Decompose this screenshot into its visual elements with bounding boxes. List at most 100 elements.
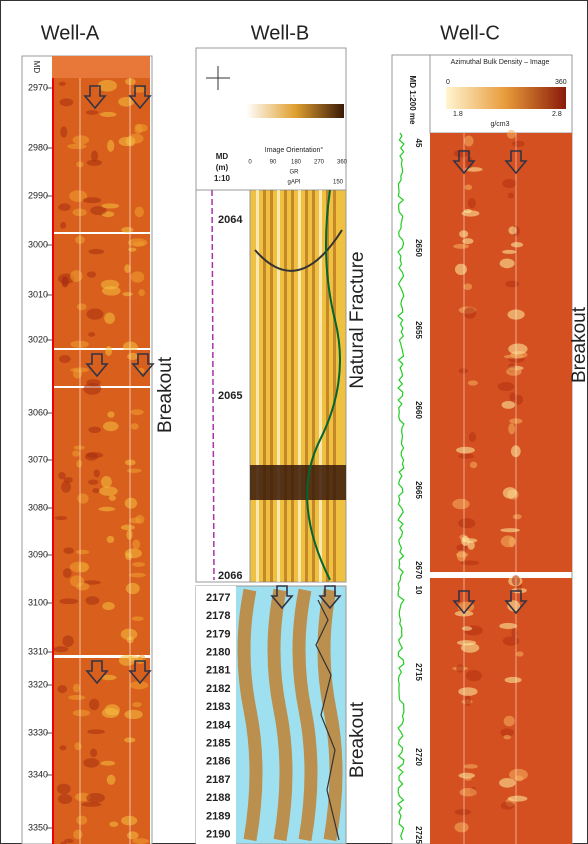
texture bbox=[507, 192, 515, 199]
texture bbox=[74, 792, 91, 802]
panel-title: Well-A bbox=[41, 22, 100, 44]
texture bbox=[86, 792, 105, 803]
texture bbox=[90, 748, 98, 758]
texture bbox=[508, 343, 528, 355]
texture bbox=[500, 528, 520, 533]
annotation: Breakout bbox=[155, 356, 176, 433]
depth-label: 2180 bbox=[206, 647, 230, 659]
texture bbox=[106, 535, 115, 543]
texture bbox=[129, 572, 146, 578]
texture bbox=[499, 778, 516, 788]
texture bbox=[102, 602, 115, 611]
mag-curve bbox=[211, 189, 215, 581]
texture bbox=[456, 550, 467, 562]
depth-label: 2184 bbox=[206, 719, 231, 731]
texture bbox=[502, 249, 517, 254]
header-text: Image Orientation° bbox=[265, 146, 324, 154]
depth-label: 2066 bbox=[218, 570, 242, 582]
depth-label: 2990 bbox=[28, 190, 48, 200]
texture bbox=[508, 423, 516, 435]
depth-label: 3090 bbox=[28, 549, 48, 559]
texture bbox=[72, 135, 90, 145]
depth-label: 3060 bbox=[28, 407, 48, 417]
texture bbox=[70, 270, 83, 283]
texture bbox=[500, 728, 514, 737]
depth-label: 3020 bbox=[28, 334, 48, 344]
texture bbox=[120, 524, 135, 531]
texture bbox=[467, 540, 475, 550]
depth-label: 2181 bbox=[206, 665, 230, 677]
arrow bbox=[452, 150, 476, 175]
texture bbox=[76, 303, 87, 311]
texture bbox=[458, 368, 469, 374]
header-text: 90 bbox=[270, 160, 277, 166]
texture bbox=[456, 446, 475, 454]
gr-curve bbox=[397, 132, 405, 841]
header-text: 0 bbox=[446, 79, 450, 86]
arrow bbox=[83, 85, 107, 110]
texture bbox=[130, 423, 139, 430]
texture bbox=[121, 815, 138, 826]
depth-label: 2725 bbox=[414, 826, 423, 844]
panel-title: Well-B bbox=[251, 22, 310, 44]
texture bbox=[58, 81, 66, 86]
depth-track bbox=[195, 189, 251, 583]
texture bbox=[90, 205, 107, 216]
texture bbox=[59, 354, 71, 364]
texture bbox=[100, 279, 120, 290]
texture bbox=[132, 701, 142, 708]
depth-label: 2980 bbox=[28, 142, 48, 152]
header-text: 180 bbox=[291, 160, 302, 166]
texture bbox=[454, 263, 467, 275]
texture bbox=[75, 582, 90, 591]
depth-label: 2178 bbox=[206, 610, 230, 622]
texture bbox=[509, 768, 528, 781]
texture bbox=[83, 580, 101, 585]
stripe bbox=[284, 190, 287, 582]
stripe bbox=[305, 190, 308, 582]
texture bbox=[506, 367, 522, 376]
texture bbox=[100, 760, 116, 766]
texture bbox=[104, 312, 115, 324]
texture bbox=[75, 549, 90, 555]
texture bbox=[462, 538, 478, 543]
texture bbox=[107, 411, 115, 418]
texture bbox=[88, 426, 102, 434]
log-image bbox=[430, 133, 572, 572]
texture bbox=[124, 264, 131, 274]
texture bbox=[503, 734, 511, 740]
texture bbox=[63, 838, 74, 844]
texture bbox=[86, 159, 103, 166]
texture bbox=[458, 772, 475, 779]
depth-label: 2177 bbox=[206, 592, 230, 604]
annotation: Breakout bbox=[347, 701, 368, 778]
texture bbox=[465, 670, 482, 682]
texture bbox=[69, 190, 88, 202]
stripe bbox=[326, 190, 329, 582]
texture bbox=[458, 453, 475, 459]
texture bbox=[86, 308, 104, 320]
texture bbox=[508, 226, 517, 235]
texture bbox=[132, 539, 141, 550]
texture bbox=[57, 685, 68, 694]
texture bbox=[60, 221, 67, 229]
depth-label: 2186 bbox=[206, 756, 230, 768]
header-text: 2.8 bbox=[552, 111, 562, 118]
texture bbox=[516, 651, 524, 657]
depth-label: 45 bbox=[414, 139, 423, 148]
texture bbox=[127, 133, 144, 144]
header-text: MD bbox=[216, 152, 229, 161]
depth-label: 3070 bbox=[28, 454, 48, 464]
texture bbox=[92, 488, 100, 494]
texture bbox=[463, 283, 473, 291]
depth-label: 2665 bbox=[414, 481, 423, 499]
texture bbox=[108, 495, 117, 501]
depth-label: 3330 bbox=[28, 727, 48, 737]
texture bbox=[469, 461, 478, 469]
texture bbox=[67, 143, 87, 150]
dark-band bbox=[250, 465, 346, 500]
arrow bbox=[128, 85, 152, 110]
texture bbox=[506, 129, 516, 139]
texture bbox=[458, 518, 476, 529]
